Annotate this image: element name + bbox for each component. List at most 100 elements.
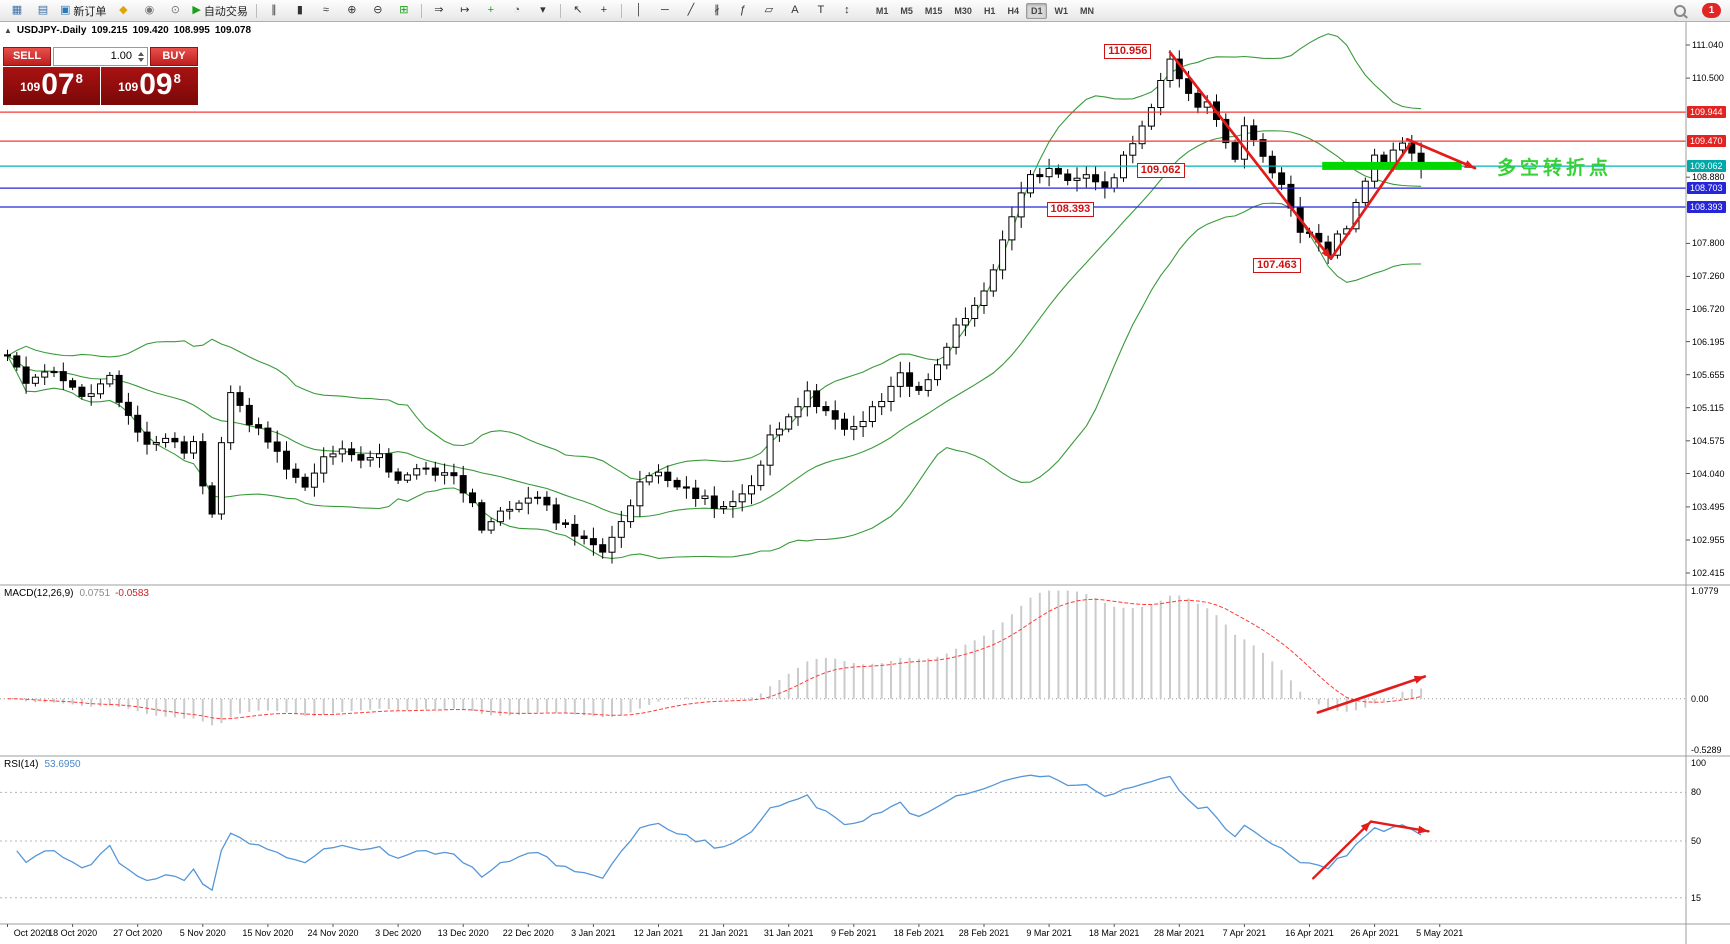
toolbar-separator: [420, 3, 422, 18]
fibonacci-icon: ƒ: [739, 4, 746, 16]
chart-high-value: 109.420: [132, 25, 169, 36]
notification-badge[interactable]: 1: [1702, 3, 1721, 18]
vertical-line-icon: │: [635, 4, 643, 16]
search-icon: [1674, 4, 1686, 17]
equidistant-channel-button[interactable]: ∦: [705, 1, 729, 20]
timeframe-h4-button[interactable]: H4: [1007, 5, 1019, 16]
ask-sup: 8: [173, 71, 181, 86]
new-order-button[interactable]: ▣ 新订单: [57, 1, 109, 20]
autotrading-icon: ▶: [192, 4, 201, 16]
arrows-button[interactable]: ↕: [835, 1, 859, 20]
tile-windows-button[interactable]: ⊞: [392, 1, 416, 20]
vertical-line-button[interactable]: │: [627, 1, 651, 20]
toolbar-separator: [255, 3, 257, 18]
add-indicator-button[interactable]: +: [479, 1, 503, 20]
data-window-button[interactable]: ⊙: [163, 1, 187, 20]
new-chart-icon: ▦: [11, 4, 23, 16]
add-indicator-icon: +: [487, 4, 495, 16]
bid-main: 07: [41, 68, 75, 101]
timeframe-m30-button[interactable]: M30: [954, 5, 972, 16]
timeframe-m5-button[interactable]: M5: [900, 5, 913, 16]
market-watch-icon: ◉: [144, 4, 155, 16]
buy-button[interactable]: BUY: [150, 47, 198, 66]
periods-button[interactable]: ◔: [505, 1, 529, 20]
macd-value-signal: -0.0583: [115, 588, 149, 599]
chart-profiles-button[interactable]: ▤: [31, 1, 55, 20]
timeframe-toolbar: M1 M5 M15 M30 H1 H4 D1 W1 MN: [870, 2, 1100, 19]
timeframe-m15-button[interactable]: M15: [924, 5, 943, 16]
timeframe-h1-button[interactable]: H1: [983, 5, 996, 16]
chart-ohlc-header: ▲ USDJPY-.Daily 109.215 109.420 108.995 109.0…: [4, 25, 256, 36]
horizontal-line-icon: ─: [660, 4, 669, 16]
rsi-header: RSI(14) 53.6950: [4, 759, 81, 770]
volume-input[interactable]: 1.00: [53, 47, 148, 66]
horizontal-line-button[interactable]: ─: [653, 1, 677, 20]
toolbar-buttons-group: ▦ ▤ ▣ 新订单 ◆ ◉ ⊙ ▶ 自动交易 ∥ ▮ ≈ ⊕ ⊖ ⊞ ⇒ ↦ + ◔ ▾ ↖ + │ ─ ╱ ∦ ƒ ▱ A T ↕: [4, 1, 860, 20]
timeframe-w1-button[interactable]: W1: [1054, 5, 1068, 16]
timeframe-mn-button[interactable]: MN: [1079, 5, 1094, 16]
zoom-out-button[interactable]: ⊖: [366, 1, 390, 20]
toolbar-separator: [559, 3, 561, 18]
cursor-icon: ↖: [573, 4, 583, 16]
macd-value-main: 0.0751: [79, 588, 111, 599]
new-order-label: 新订单: [73, 5, 107, 18]
new-chart-button[interactable]: ▦: [5, 1, 29, 20]
autotrading-button[interactable]: ▶ 自动交易: [189, 1, 250, 20]
equidistant-channel-icon: ∦: [714, 4, 720, 16]
ask-base: 109: [118, 80, 139, 94]
candlestick-chart-button[interactable]: ▮: [288, 1, 312, 20]
text-button[interactable]: A: [783, 1, 807, 20]
text-label-icon: T: [817, 4, 825, 16]
chart-open-value: 109.215: [91, 25, 128, 36]
symbol-direction-icon: ▲: [4, 26, 12, 35]
fibonacci-button[interactable]: ƒ: [731, 1, 755, 20]
text-label-button[interactable]: T: [809, 1, 833, 20]
volume-value: 1.00: [110, 50, 132, 62]
chart-close-value: 109.078: [214, 25, 252, 36]
ask-price-display[interactable]: 109 09 8: [101, 67, 198, 105]
metaeditor-icon: ◆: [119, 4, 128, 16]
zoom-out-icon: ⊖: [373, 4, 383, 16]
shapes-icon: ▱: [764, 4, 774, 16]
tile-windows-icon: ⊞: [399, 4, 409, 16]
auto-scroll-icon: ⇒: [434, 4, 444, 16]
bid-price-display[interactable]: 109 07 8: [3, 67, 100, 105]
search-button[interactable]: [1668, 1, 1692, 20]
cursor-button[interactable]: ↖: [566, 1, 590, 20]
new-order-icon: ▣: [60, 4, 71, 16]
main-toolbar: ▦ ▤ ▣ 新订单 ◆ ◉ ⊙ ▶ 自动交易 ∥ ▮ ≈ ⊕ ⊖ ⊞ ⇒ ↦ + ◔ ▾ ↖ + │ ─ ╱ ∦ ƒ ▱ A T ↕ M1 M…: [0, 0, 1730, 22]
autotrading-label: 自动交易: [203, 5, 248, 18]
volume-decrease-button[interactable]: [138, 58, 144, 62]
chart-symbol-timeframe: USDJPY-.Daily: [16, 25, 87, 36]
turning-point-annotation: 多空转折点: [1497, 158, 1613, 179]
market-watch-button[interactable]: ◉: [137, 1, 161, 20]
toolbar-separator: [620, 3, 622, 18]
line-chart-icon: ≈: [322, 4, 329, 16]
periods-icon: ◔: [513, 4, 521, 16]
macd-label: MACD(12,26,9): [4, 588, 74, 599]
shapes-button[interactable]: ▱: [757, 1, 781, 20]
line-chart-button[interactable]: ≈: [314, 1, 338, 20]
macd-header: MACD(12,26,9) 0.0751 -0.0583: [4, 588, 149, 599]
trendline-button[interactable]: ╱: [679, 1, 703, 20]
volume-increase-button[interactable]: [138, 52, 144, 56]
metaeditor-button[interactable]: ◆: [111, 1, 135, 20]
bid-sup: 8: [75, 71, 83, 86]
crosshair-icon: +: [600, 4, 608, 16]
chart-low-value: 108.995: [173, 25, 210, 36]
bar-chart-button[interactable]: ∥: [262, 1, 286, 20]
auto-scroll-button[interactable]: ⇒: [427, 1, 451, 20]
timeframe-d1-button[interactable]: D1: [1025, 2, 1048, 19]
chart-shift-icon: ↦: [460, 4, 470, 16]
sell-button[interactable]: SELL: [3, 47, 51, 66]
timeframe-m1-button[interactable]: M1: [875, 5, 889, 16]
templates-button[interactable]: ▾: [531, 1, 555, 20]
bar-chart-icon: ∥: [271, 4, 277, 16]
chart-shift-button[interactable]: ↦: [453, 1, 477, 20]
zoom-in-button[interactable]: ⊕: [340, 1, 364, 20]
zoom-in-icon: ⊕: [347, 4, 357, 16]
data-window-icon: ⊙: [170, 4, 181, 16]
one-click-trading-panel: SELL 1.00 BUY 109 07 8 109 09 8: [3, 47, 198, 105]
crosshair-button[interactable]: +: [592, 1, 616, 20]
